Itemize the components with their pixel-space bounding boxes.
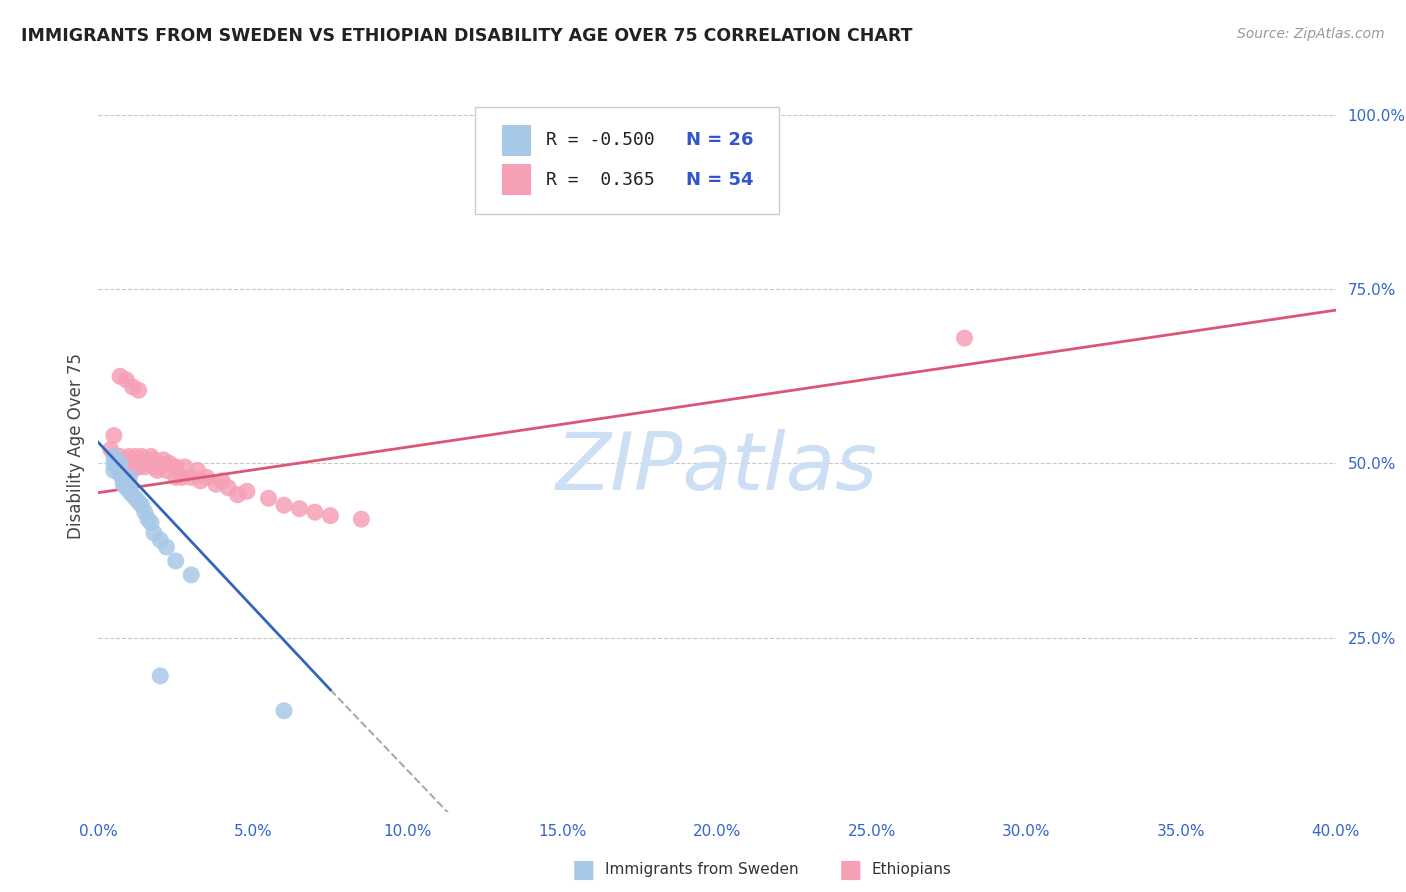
Point [131, 498, 153, 512]
Point [124, 457, 146, 471]
Point [134, 505, 156, 519]
Point [128, 453, 150, 467]
Point [112, 477, 135, 491]
Point [131, 457, 153, 471]
Point [131, 450, 153, 464]
Point [115, 373, 138, 387]
Point [121, 488, 143, 502]
Point [217, 481, 239, 495]
Text: Source: ZipAtlas.com: Source: ZipAtlas.com [1237, 27, 1385, 41]
Text: N = 26: N = 26 [686, 131, 754, 149]
Text: ■: ■ [572, 858, 595, 881]
Point [139, 450, 162, 464]
Point [112, 453, 135, 467]
Point [103, 450, 125, 464]
Point [139, 516, 162, 530]
Point [319, 508, 342, 523]
Point [136, 512, 159, 526]
Text: R = -0.500: R = -0.500 [547, 131, 655, 149]
Point [190, 474, 212, 488]
Point [108, 369, 131, 384]
Point [128, 494, 150, 508]
Point [128, 459, 150, 474]
Point [105, 459, 128, 474]
Text: R =  0.365: R = 0.365 [547, 170, 655, 189]
Point [273, 704, 295, 718]
Point [143, 459, 166, 474]
Point [115, 481, 138, 495]
Point [103, 428, 125, 442]
Point [236, 484, 259, 499]
Point [180, 470, 202, 484]
Point [195, 470, 218, 484]
Point [174, 459, 197, 474]
Point [146, 463, 169, 477]
FancyBboxPatch shape [502, 125, 531, 155]
Point [143, 526, 166, 541]
Point [108, 467, 131, 481]
Point [149, 459, 172, 474]
Point [211, 474, 233, 488]
Text: N = 54: N = 54 [686, 170, 754, 189]
Point [124, 491, 146, 506]
Point [118, 470, 141, 484]
Point [128, 384, 150, 398]
Point [136, 457, 159, 471]
Point [134, 459, 156, 474]
Point [108, 457, 131, 471]
Y-axis label: Disability Age Over 75: Disability Age Over 75 [66, 353, 84, 539]
Point [149, 669, 172, 683]
Point [205, 477, 228, 491]
Point [165, 554, 187, 568]
Text: IMMIGRANTS FROM SWEDEN VS ETHIOPIAN DISABILITY AGE OVER 75 CORRELATION CHART: IMMIGRANTS FROM SWEDEN VS ETHIOPIAN DISA… [21, 27, 912, 45]
Point [124, 450, 146, 464]
Point [146, 457, 169, 471]
Point [108, 450, 131, 464]
Point [288, 501, 311, 516]
Point [118, 484, 141, 499]
Point [143, 453, 166, 467]
Point [115, 457, 138, 471]
Text: ■: ■ [839, 858, 862, 881]
Point [103, 457, 125, 471]
Point [118, 481, 141, 495]
Text: ZIPatlas: ZIPatlas [555, 429, 879, 507]
FancyBboxPatch shape [502, 164, 531, 195]
FancyBboxPatch shape [475, 107, 779, 214]
Point [257, 491, 280, 506]
Point [121, 380, 143, 394]
Text: Immigrants from Sweden: Immigrants from Sweden [605, 863, 799, 877]
Point [953, 331, 976, 345]
Point [170, 470, 193, 484]
Point [152, 453, 174, 467]
Point [304, 505, 326, 519]
Point [134, 453, 156, 467]
Point [186, 463, 208, 477]
Point [155, 463, 177, 477]
Point [226, 488, 249, 502]
Point [105, 459, 128, 474]
Point [112, 463, 135, 477]
Point [108, 467, 131, 481]
Point [155, 540, 177, 554]
Point [112, 474, 135, 488]
Point [350, 512, 373, 526]
Point [180, 567, 202, 582]
Point [159, 457, 181, 471]
Point [103, 463, 125, 477]
Point [165, 459, 187, 474]
Point [149, 533, 172, 547]
Text: Ethiopians: Ethiopians [872, 863, 952, 877]
Point [273, 498, 295, 512]
Point [118, 459, 141, 474]
Point [100, 442, 122, 457]
Point [121, 453, 143, 467]
Point [118, 450, 141, 464]
Point [121, 463, 143, 477]
Point [165, 470, 187, 484]
